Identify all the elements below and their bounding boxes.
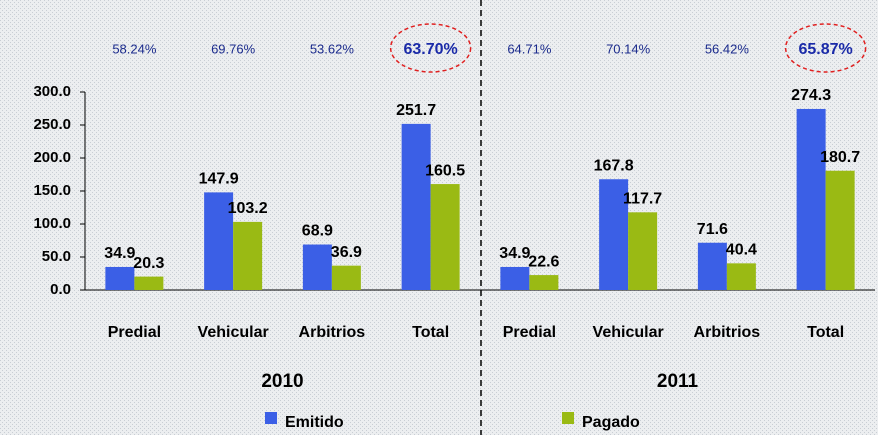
data-label: 274.3 (791, 87, 831, 104)
data-label: 160.5 (425, 162, 465, 179)
bar (796, 108, 826, 290)
legend-swatch (562, 412, 574, 424)
data-label: 40.4 (726, 242, 757, 259)
group-label: 2011 (657, 371, 699, 392)
x-tick-label: Total (807, 324, 844, 341)
ratio-label: 69.76% (211, 41, 256, 56)
ratio-label: 58.24% (112, 41, 157, 56)
ratio-label: 64.71% (507, 41, 552, 56)
legend-swatch (265, 412, 277, 424)
highlight-circle (784, 23, 867, 73)
ratio-label: 70.14% (606, 41, 651, 56)
bar (726, 263, 756, 290)
bar (697, 242, 727, 290)
data-label: 34.9 (499, 245, 530, 262)
data-label: 117.7 (623, 191, 662, 208)
x-tick-label: Predial (503, 324, 556, 341)
y-tick-label: 150.0 (33, 182, 71, 199)
bar (302, 244, 332, 290)
bar (233, 221, 263, 290)
y-tick-label: 50.0 (42, 248, 71, 265)
y-tick-label: 0.0 (50, 281, 71, 298)
data-label: 167.8 (594, 157, 634, 174)
y-tick-label: 100.0 (33, 215, 71, 232)
y-tick-label: 200.0 (33, 149, 71, 166)
y-tick-label: 300.0 (33, 83, 71, 100)
legend-label: Pagado (582, 414, 640, 431)
bar (204, 192, 234, 290)
bar (529, 275, 559, 290)
bar (628, 212, 658, 290)
data-label: 147.9 (199, 171, 239, 188)
x-tick-label: Arbitrios (299, 324, 366, 341)
bar (825, 170, 855, 290)
data-label: 22.6 (528, 253, 559, 270)
x-tick-label: Arbitrios (694, 324, 761, 341)
bar (430, 184, 460, 290)
ratio-label: 65.87% (798, 41, 852, 58)
bar (401, 123, 431, 291)
y-tick-label: 250.0 (33, 116, 71, 133)
data-label: 103.2 (228, 200, 268, 217)
x-tick-label: Total (412, 324, 449, 341)
ratio-label: 63.70% (403, 41, 457, 58)
bar (331, 265, 361, 290)
highlight-circle (389, 23, 472, 73)
x-tick-label: Vehicular (198, 324, 269, 341)
bar (500, 266, 530, 290)
data-label: 68.9 (302, 223, 333, 240)
data-label: 71.6 (697, 221, 728, 238)
data-label: 20.3 (133, 255, 164, 272)
bar (105, 266, 135, 290)
data-label: 180.7 (820, 149, 860, 166)
x-tick-label: Predial (108, 324, 161, 341)
group-label: 2010 (261, 371, 303, 392)
data-label: 34.9 (104, 245, 135, 262)
bar (599, 179, 629, 290)
bar (134, 276, 164, 290)
x-tick-label: Vehicular (593, 324, 664, 341)
ratio-label: 56.42% (705, 41, 750, 56)
legend-label: Emitido (285, 414, 344, 431)
ratio-label: 53.62% (310, 41, 355, 56)
data-label: 251.7 (396, 102, 436, 119)
data-label: 36.9 (331, 244, 362, 261)
